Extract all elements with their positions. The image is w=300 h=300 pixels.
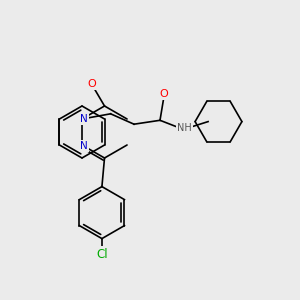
Text: O: O (160, 89, 168, 99)
Text: N: N (80, 141, 88, 151)
Text: N: N (80, 114, 88, 124)
Text: O: O (87, 79, 96, 89)
Text: NH: NH (177, 123, 192, 134)
Text: Cl: Cl (96, 248, 108, 260)
